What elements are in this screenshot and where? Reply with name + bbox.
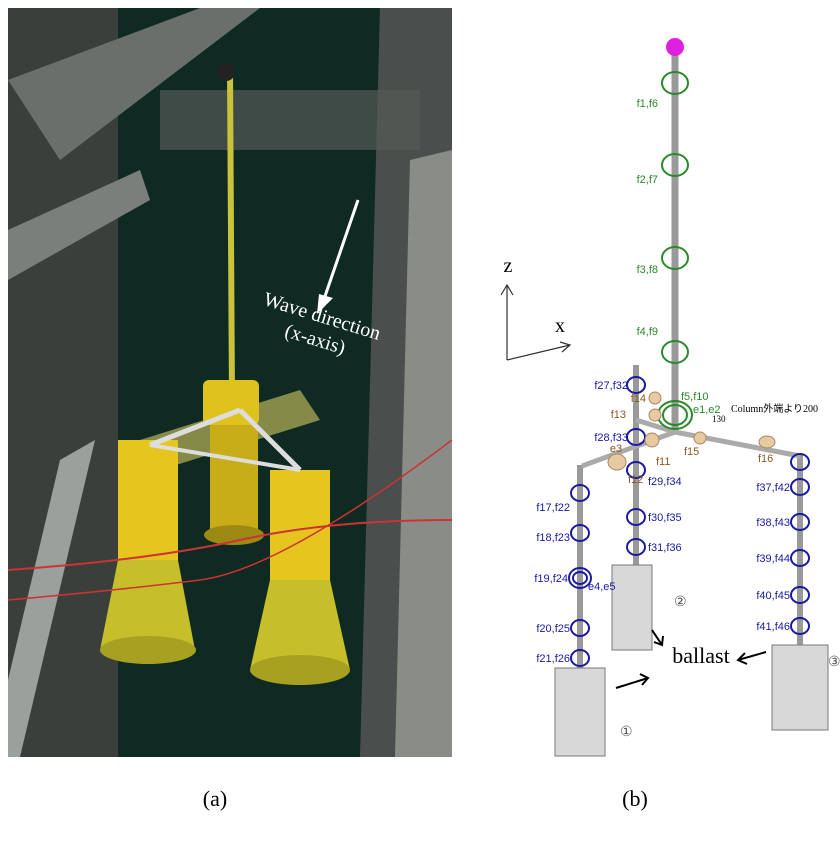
sensor-label: f41,f46	[756, 621, 790, 633]
sensor-label: f37,f42	[756, 482, 790, 494]
sensor-label: f27,f32	[594, 380, 628, 392]
column-number: ①	[620, 725, 633, 740]
sensor-label: f20,f25	[536, 623, 570, 635]
sensor-label: f29,f34	[648, 476, 682, 488]
dimension-note: Column外端より200	[731, 402, 818, 415]
brace-label: f11	[656, 456, 670, 468]
sensor-label: f4,f9	[637, 326, 658, 338]
sensor-label: f28,f33	[594, 432, 628, 444]
figure: Wave direction (x-axis) (a) z x f1,f6 f2…	[0, 0, 840, 841]
sensor-label: f31,f36	[648, 542, 682, 554]
axis-label: z	[504, 255, 513, 277]
brace-label: f13	[611, 409, 626, 421]
brace-label: f14	[631, 393, 646, 405]
sensor-label: f3,f8	[637, 264, 658, 276]
sensor-label: f21,f26	[536, 653, 570, 665]
sensor-label: f38,f43	[756, 517, 790, 529]
joint-label: e3	[610, 443, 622, 455]
dimension: 130	[712, 414, 726, 424]
joint-label: e4,e5	[588, 581, 616, 593]
brace-label: f15	[684, 446, 699, 458]
column-number: ③	[828, 655, 840, 670]
sensor-label: f5,f10	[681, 391, 709, 403]
caption: (a)	[203, 786, 227, 811]
caption: (b)	[622, 786, 648, 811]
brace-label: f12	[628, 474, 643, 486]
ballast-label: ballast	[672, 643, 729, 668]
sensor-label: f1,f6	[637, 98, 658, 110]
sensor-label: f40,f45	[756, 590, 790, 602]
sensor-label: f17,f22	[536, 502, 570, 514]
sensor-label: f30,f35	[648, 512, 682, 524]
column-number: ②	[674, 595, 687, 610]
sensor-label: f39,f44	[756, 553, 790, 565]
sensor-label: f2,f7	[637, 174, 658, 186]
brace-label: f16	[758, 453, 773, 465]
sensor-label: f18,f23	[536, 532, 570, 544]
sensor-label: f19,f24	[534, 573, 568, 585]
photo: Wave direction (x-axis)	[8, 8, 452, 757]
axis-label: x	[555, 315, 565, 337]
